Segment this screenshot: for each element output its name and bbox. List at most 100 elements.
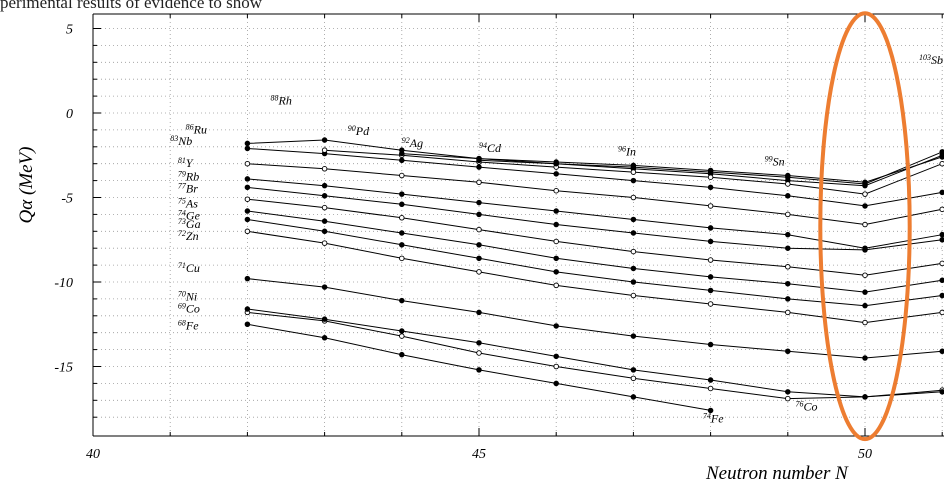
series-line-87Pd	[324, 149, 944, 195]
y-tick-label: 0	[66, 107, 73, 122]
data-point	[862, 221, 868, 228]
data-point	[785, 264, 791, 270]
data-point	[553, 171, 559, 177]
data-point	[785, 296, 791, 302]
data-point	[939, 206, 944, 213]
data-point	[707, 341, 714, 348]
series-line-77Br	[247, 186, 944, 251]
data-point	[553, 269, 559, 275]
data-point	[630, 279, 637, 285]
data-point	[785, 280, 791, 287]
data-point	[785, 348, 791, 355]
series-line-91Sn	[478, 150, 944, 185]
data-point	[939, 189, 944, 196]
data-point	[630, 216, 637, 223]
data-point	[862, 302, 868, 309]
data-point	[553, 353, 559, 360]
y-tick-label: -10	[54, 276, 73, 291]
data-point	[244, 160, 251, 167]
series-line-75As	[247, 198, 944, 276]
nuclide-label: 99Sn	[765, 154, 785, 168]
nuclide-label: 74Fe	[703, 411, 724, 425]
data-point	[244, 228, 251, 235]
data-point	[553, 363, 559, 370]
nuclide-label: 103Sb	[919, 53, 943, 67]
data-point	[476, 340, 482, 346]
data-point	[476, 367, 482, 373]
data-point	[707, 238, 714, 245]
y-tick-label: -15	[54, 361, 73, 376]
data-point	[399, 242, 405, 248]
data-point	[399, 191, 405, 197]
series-line-81Y	[247, 163, 944, 226]
series-points	[244, 137, 944, 414]
data-point	[707, 287, 714, 294]
data-point	[707, 407, 714, 414]
data-point	[399, 230, 405, 236]
nuclide-label: 81Y	[178, 156, 194, 170]
data-point	[244, 306, 251, 312]
grid	[93, 14, 944, 436]
data-point	[785, 211, 791, 218]
highlight-ellipse	[818, 11, 912, 442]
nuclide-label: 86Ru	[186, 122, 207, 136]
x-axis-label: Neutron number N	[705, 463, 849, 484]
data-point	[630, 169, 637, 175]
data-point	[939, 292, 944, 299]
data-point	[707, 174, 714, 180]
data-point	[785, 395, 791, 402]
data-point	[707, 257, 714, 263]
data-point	[707, 274, 714, 280]
x-tick-label: 40	[86, 447, 100, 462]
data-point	[244, 145, 251, 152]
nuclide-label: 73Ga	[178, 217, 201, 231]
data-point	[630, 164, 637, 170]
data-point	[630, 230, 637, 236]
series-line-69Co	[247, 311, 943, 400]
data-point	[321, 137, 328, 143]
data-point	[476, 226, 482, 233]
y-axis-label: Qα (MeV)	[16, 147, 37, 224]
nuclide-label: 96In	[618, 144, 636, 158]
data-point	[862, 289, 868, 295]
data-point	[553, 380, 559, 387]
data-point	[399, 215, 405, 221]
data-point	[785, 174, 791, 180]
nuclide-label: 88Rh	[271, 94, 292, 108]
data-point	[707, 301, 714, 307]
data-point	[707, 184, 714, 191]
data-point	[785, 389, 791, 395]
data-point	[553, 208, 559, 214]
data-point	[862, 191, 868, 197]
data-point	[630, 177, 637, 184]
data-point	[785, 309, 791, 316]
nuclide-label: 90Pd	[348, 124, 370, 138]
y-tick-label: 5	[66, 23, 73, 38]
data-point	[862, 245, 868, 251]
header-text: perimental results of evidence to show	[0, 0, 263, 12]
data-point	[399, 333, 405, 339]
data-point	[399, 172, 405, 179]
data-point	[244, 176, 251, 182]
data-point	[476, 199, 482, 206]
data-point	[707, 203, 714, 209]
data-point	[399, 255, 405, 262]
data-point	[321, 147, 328, 153]
data-point	[862, 203, 868, 209]
nuclide-label: 94Cd	[479, 141, 502, 155]
data-point	[939, 231, 944, 238]
data-point	[939, 389, 944, 395]
data-point	[630, 394, 637, 400]
series-line-83Nb	[247, 148, 944, 207]
nuclide-label: 68Fe	[178, 318, 199, 332]
data-point	[553, 323, 559, 329]
data-point	[476, 211, 482, 218]
nuclide-label: 76Co	[796, 399, 818, 413]
data-point	[707, 169, 714, 175]
data-point	[321, 182, 328, 189]
data-point	[321, 218, 328, 224]
data-point	[785, 181, 791, 187]
data-point	[321, 335, 328, 341]
